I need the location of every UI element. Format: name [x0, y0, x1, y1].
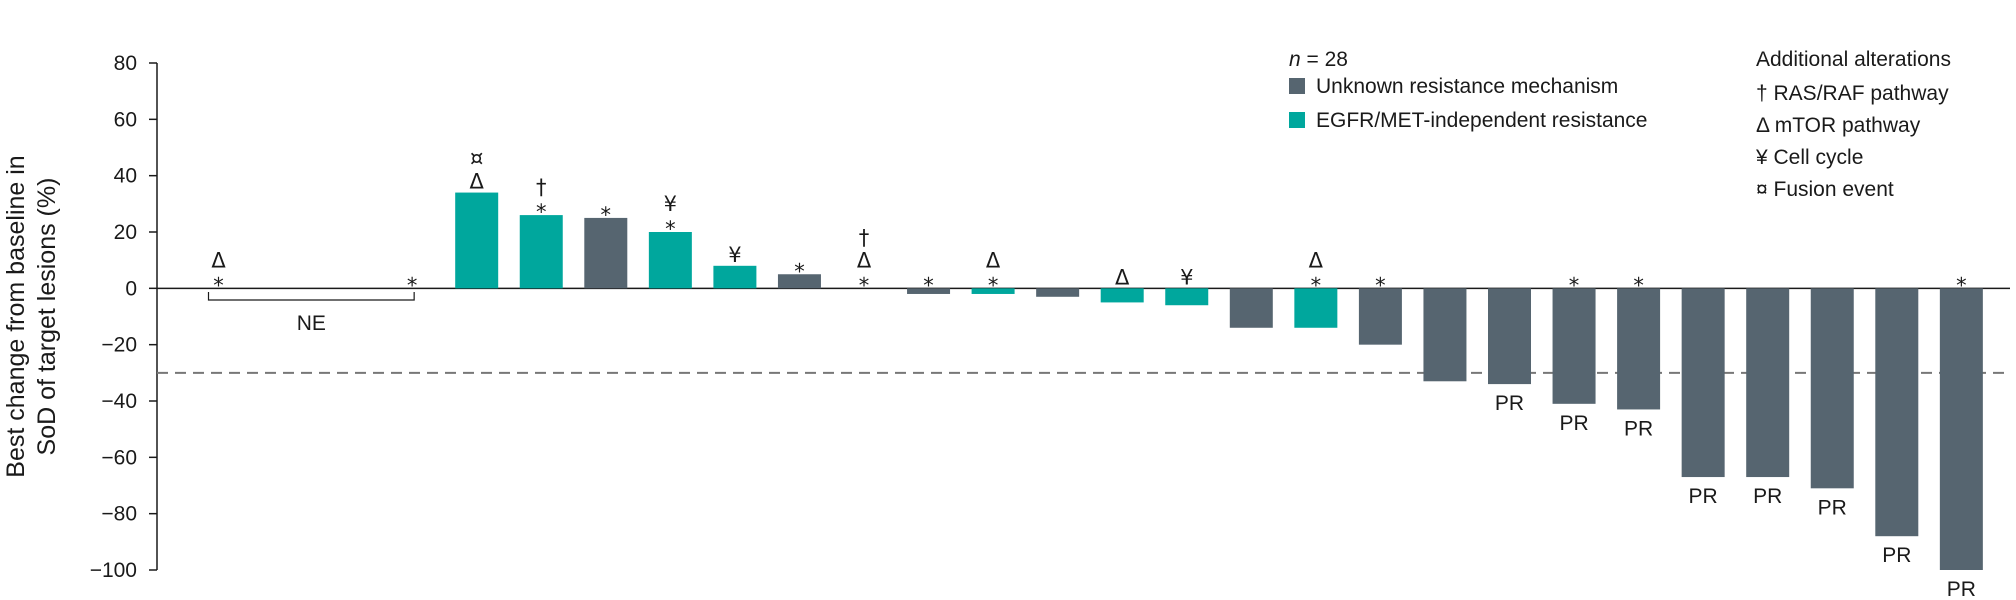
legend-swatch — [1289, 78, 1305, 94]
annotation-mark: * — [407, 273, 418, 297]
alterations-title: Additional alterations — [1756, 48, 1951, 71]
bar — [971, 288, 1015, 294]
annotation-mark: ¥ — [664, 192, 677, 216]
annotation-mark: * — [601, 203, 612, 227]
bar — [1423, 288, 1467, 382]
bar — [777, 274, 821, 289]
annotation-mark: ¥ — [728, 243, 741, 267]
bar — [1036, 288, 1080, 297]
y-tick-label: 80 — [114, 52, 137, 75]
annotation-mark: † — [536, 175, 547, 199]
y-tick-label: 60 — [114, 108, 137, 131]
bar — [1358, 288, 1402, 345]
bar — [1681, 288, 1725, 478]
response-label: PR — [1947, 578, 1976, 600]
annotation-mark: * — [665, 217, 676, 241]
alteration-item: ¥ Cell cycle — [1755, 146, 1863, 169]
bar — [584, 217, 628, 289]
bar — [1939, 288, 1983, 570]
bar — [1552, 288, 1596, 404]
y-tick-label: 0 — [125, 277, 137, 300]
ne-bracket-line — [207, 292, 415, 301]
y-axis-label-line: Best change from baseline in — [2, 155, 30, 477]
annotation-mark: * — [1569, 273, 1580, 297]
annotation-mark: * — [859, 273, 870, 297]
bar — [1810, 288, 1854, 489]
response-label: PR — [1818, 496, 1847, 519]
bar — [907, 288, 951, 294]
ne-bracket: NE — [207, 292, 415, 335]
annotation-mark: * — [1956, 273, 1967, 297]
bar — [455, 192, 499, 289]
alterations-legend: Additional alterations † RAS/RAF pathway Δ… — [1755, 48, 1951, 201]
bar — [1488, 288, 1531, 385]
bar — [1229, 288, 1273, 328]
annotation-mark: Δ — [211, 248, 226, 272]
response-label: PR — [1753, 485, 1782, 508]
y-axis-label: Best change from baseline in SoD of targe… — [2, 155, 61, 477]
response-label: PR — [1495, 392, 1524, 415]
bar — [1294, 288, 1338, 328]
annotation-mark: ¥ — [1180, 265, 1193, 289]
bar — [519, 215, 563, 289]
legend: n = 28 Unknown resistance mechanism EGFR/M… — [1289, 48, 1648, 132]
annotation-mark: * — [988, 273, 999, 297]
annotation-mark: Δ — [986, 248, 1001, 272]
annotation-mark: Δ — [1115, 265, 1130, 289]
legend-label: EGFR/MET-independent resistance — [1316, 109, 1648, 132]
bar — [1875, 288, 1919, 537]
bar — [648, 232, 692, 289]
bar — [1617, 288, 1661, 410]
annotation-mark: † — [859, 225, 870, 249]
response-label: PR — [1624, 417, 1653, 440]
annotation-mark: * — [794, 259, 805, 283]
y-tick-label: 20 — [114, 221, 137, 244]
annotation-mark: * — [1311, 273, 1322, 297]
response-label: PR — [1559, 412, 1588, 435]
annotation-mark: Δ — [857, 248, 872, 272]
y-tick-label: −100 — [90, 559, 137, 582]
y-tick-label: 40 — [114, 165, 137, 188]
y-axis-label-line: SoD of target lesions (%) — [33, 178, 61, 456]
alteration-item: † RAS/RAF pathway — [1756, 82, 1949, 105]
y-tick-label: −60 — [101, 446, 137, 469]
response-label: PR — [1689, 485, 1718, 508]
annotation-mark: * — [536, 200, 547, 224]
y-tick-label: −80 — [101, 503, 137, 526]
alteration-item: Δ mTOR pathway — [1756, 114, 1921, 137]
bar — [713, 265, 757, 289]
y-tick-label: −40 — [101, 390, 137, 413]
y-tick-label: −20 — [101, 334, 137, 357]
legend-label: Unknown resistance mechanism — [1316, 75, 1618, 98]
annotation-mark: Δ — [470, 170, 485, 194]
ne-label: NE — [297, 312, 326, 335]
legend-n: n = 28 — [1289, 48, 1348, 71]
annotation-mark: * — [213, 273, 224, 297]
annotation-mark: ¤ — [470, 147, 483, 171]
alteration-item: ¤ Fusion event — [1756, 178, 1894, 201]
annotation-mark: * — [1375, 273, 1386, 297]
bar — [1100, 288, 1144, 303]
legend-swatch — [1289, 112, 1305, 128]
bar — [1165, 288, 1209, 306]
bar — [1746, 288, 1790, 478]
annotation-mark: Δ — [1309, 248, 1324, 272]
response-label: PR — [1882, 544, 1911, 567]
annotation-mark: * — [1633, 273, 1644, 297]
annotation-mark: * — [923, 273, 934, 297]
